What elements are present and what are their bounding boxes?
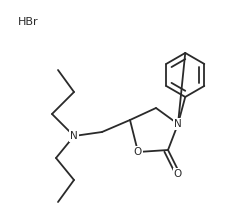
Text: O: O: [134, 147, 142, 157]
Text: N: N: [70, 131, 78, 141]
Text: N: N: [174, 119, 182, 129]
Text: HBr: HBr: [18, 17, 39, 27]
Text: O: O: [174, 169, 182, 179]
